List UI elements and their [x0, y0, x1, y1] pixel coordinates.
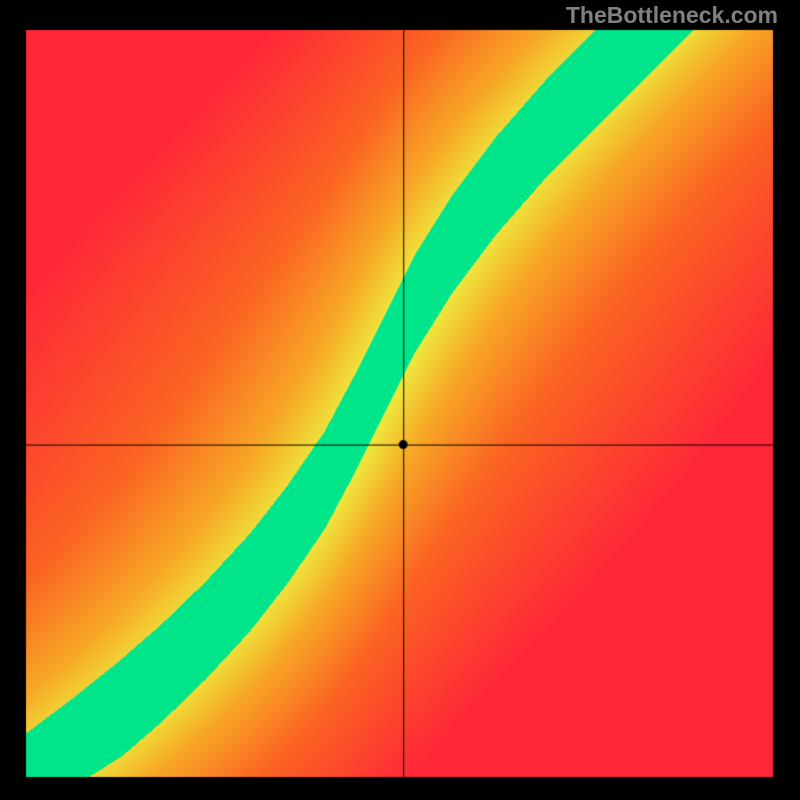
chart-container: { "watermark": { "text": "TheBottleneck.… — [0, 0, 800, 800]
crosshair-overlay — [0, 0, 800, 800]
watermark-text: TheBottleneck.com — [566, 2, 778, 29]
